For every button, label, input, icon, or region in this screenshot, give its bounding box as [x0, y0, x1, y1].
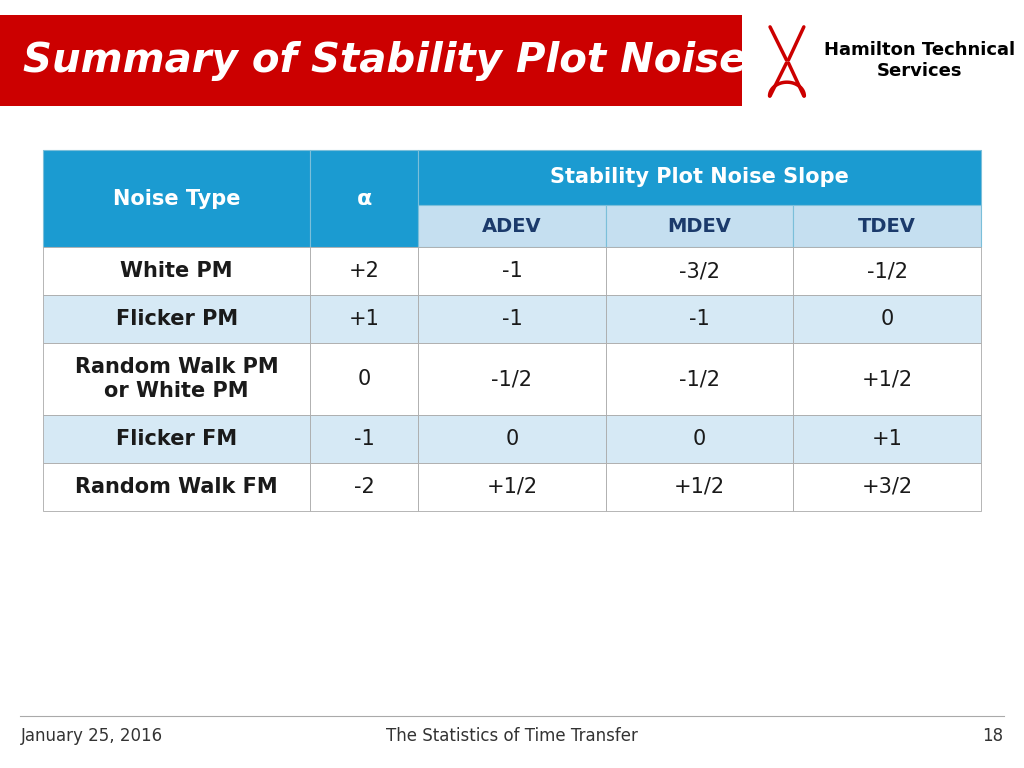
FancyBboxPatch shape	[418, 415, 606, 463]
Text: Stability Plot Noise Slope: Stability Plot Noise Slope	[550, 167, 849, 187]
Text: +1: +1	[349, 309, 380, 329]
Text: +1: +1	[871, 429, 902, 449]
Text: +1/2: +1/2	[674, 477, 725, 497]
FancyBboxPatch shape	[418, 247, 606, 295]
Text: Hamilton Technical
Services: Hamilton Technical Services	[824, 41, 1016, 80]
Text: -1: -1	[689, 309, 710, 329]
FancyBboxPatch shape	[794, 343, 981, 415]
Text: 0: 0	[357, 369, 371, 389]
FancyBboxPatch shape	[0, 15, 742, 106]
FancyBboxPatch shape	[310, 247, 418, 295]
FancyBboxPatch shape	[606, 247, 794, 295]
FancyBboxPatch shape	[794, 415, 981, 463]
FancyBboxPatch shape	[794, 463, 981, 511]
FancyBboxPatch shape	[794, 295, 981, 343]
Text: +1/2: +1/2	[861, 369, 912, 389]
Text: The Statistics of Time Transfer: The Statistics of Time Transfer	[386, 727, 638, 745]
FancyBboxPatch shape	[43, 295, 310, 343]
Text: Flicker FM: Flicker FM	[116, 429, 238, 449]
Text: Random Walk PM
or White PM: Random Walk PM or White PM	[75, 357, 279, 401]
FancyBboxPatch shape	[606, 343, 794, 415]
Text: Random Walk FM: Random Walk FM	[76, 477, 278, 497]
FancyBboxPatch shape	[606, 415, 794, 463]
FancyBboxPatch shape	[418, 295, 606, 343]
Text: 18: 18	[982, 727, 1004, 745]
Text: -1: -1	[502, 309, 522, 329]
Text: +1/2: +1/2	[486, 477, 538, 497]
FancyBboxPatch shape	[418, 343, 606, 415]
Text: -3/2: -3/2	[679, 261, 720, 281]
Text: Noise Type: Noise Type	[113, 188, 241, 209]
Text: -1/2: -1/2	[866, 261, 907, 281]
Text: 0: 0	[506, 429, 518, 449]
Text: 0: 0	[881, 309, 894, 329]
FancyBboxPatch shape	[43, 343, 310, 415]
Text: Summary of Stability Plot Noise Slopes: Summary of Stability Plot Noise Slopes	[23, 41, 910, 81]
FancyBboxPatch shape	[606, 463, 794, 511]
FancyBboxPatch shape	[418, 463, 606, 511]
Text: MDEV: MDEV	[668, 217, 731, 236]
Text: +2: +2	[349, 261, 380, 281]
Text: -1: -1	[502, 261, 522, 281]
FancyBboxPatch shape	[794, 247, 981, 295]
FancyBboxPatch shape	[310, 150, 418, 247]
Text: -1/2: -1/2	[679, 369, 720, 389]
Text: January 25, 2016: January 25, 2016	[20, 727, 163, 745]
Text: +3/2: +3/2	[861, 477, 912, 497]
FancyBboxPatch shape	[606, 295, 794, 343]
Text: -2: -2	[354, 477, 375, 497]
FancyBboxPatch shape	[43, 415, 310, 463]
Text: White PM: White PM	[121, 261, 232, 281]
Text: α: α	[356, 188, 372, 209]
FancyBboxPatch shape	[418, 205, 606, 247]
Text: 0: 0	[693, 429, 707, 449]
FancyBboxPatch shape	[310, 415, 418, 463]
FancyBboxPatch shape	[310, 295, 418, 343]
Text: -1/2: -1/2	[492, 369, 532, 389]
FancyBboxPatch shape	[310, 343, 418, 415]
Text: -1: -1	[354, 429, 375, 449]
FancyBboxPatch shape	[310, 463, 418, 511]
Text: Flicker PM: Flicker PM	[116, 309, 238, 329]
FancyBboxPatch shape	[418, 150, 981, 205]
Text: ADEV: ADEV	[482, 217, 542, 236]
FancyBboxPatch shape	[794, 205, 981, 247]
FancyBboxPatch shape	[43, 247, 310, 295]
FancyBboxPatch shape	[606, 205, 794, 247]
FancyBboxPatch shape	[43, 463, 310, 511]
Text: TDEV: TDEV	[858, 217, 916, 236]
FancyBboxPatch shape	[43, 150, 310, 247]
